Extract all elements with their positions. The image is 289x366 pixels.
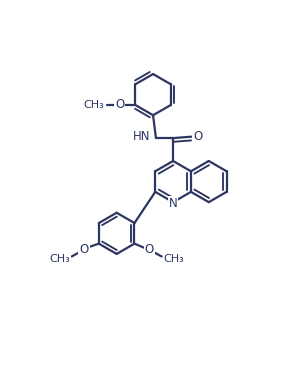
Text: O: O [115, 98, 124, 111]
Text: CH₃: CH₃ [49, 254, 70, 264]
Text: HN: HN [133, 130, 151, 143]
Text: CH₃: CH₃ [164, 254, 184, 264]
Text: CH₃: CH₃ [83, 100, 104, 110]
Text: N: N [169, 197, 177, 210]
Text: O: O [193, 130, 203, 143]
Text: O: O [145, 243, 154, 257]
Text: O: O [79, 243, 88, 257]
